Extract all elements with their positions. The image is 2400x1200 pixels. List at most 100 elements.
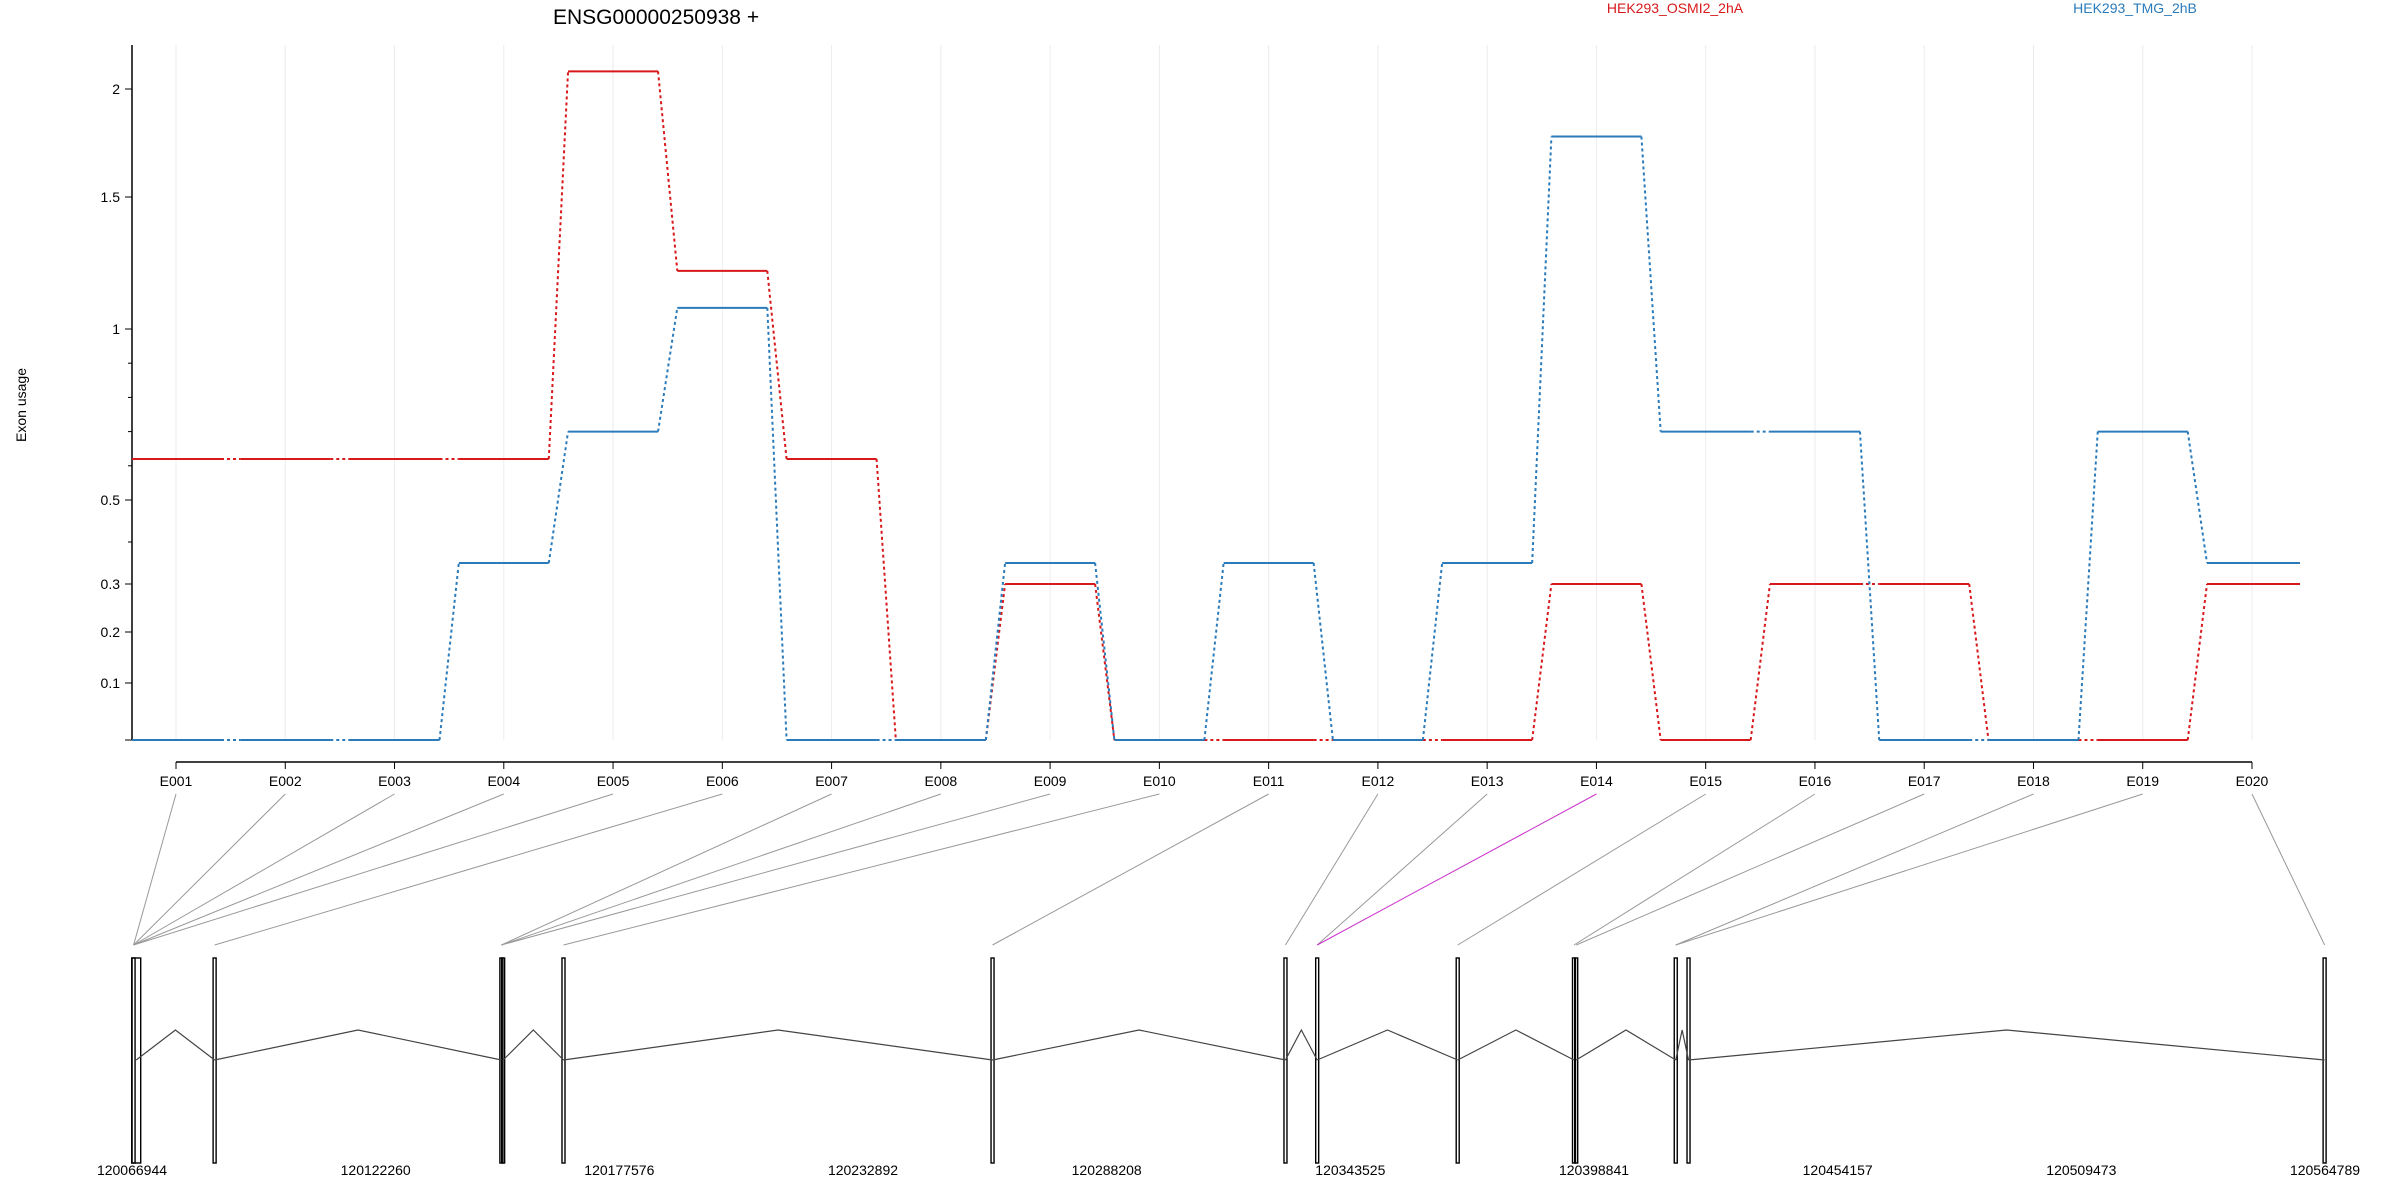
series-2-connector: [657, 307, 679, 432]
exon-box: [2322, 957, 2327, 1164]
y-axis-ticks: 2 1.5 1 0.5 0.3 0.2 0.1: [101, 81, 132, 741]
series-1-connector: [657, 71, 679, 272]
exon-box: [1571, 957, 1577, 1164]
x-tick-label: E020: [2236, 773, 2269, 789]
series-1-connector: [1968, 583, 1990, 741]
exon-connector-line: [1576, 793, 1925, 946]
exon-box: [1455, 957, 1460, 1164]
exon-connector-line: [133, 793, 177, 946]
x-tick-label: E010: [1143, 773, 1176, 789]
x-tick-label: E002: [269, 773, 302, 789]
x-tick-label: E004: [487, 773, 520, 789]
series-2-connector: [1421, 562, 1444, 741]
series-2-connector: [547, 431, 570, 564]
series-2-connector: [984, 562, 1007, 741]
exon-box: [1574, 957, 1579, 1164]
x-tick-label: E011: [1253, 773, 1285, 789]
series-1-connector: [547, 71, 570, 460]
exon-box: [212, 957, 217, 1164]
series-1-connector: [766, 270, 788, 460]
series-1-connector: [984, 583, 1007, 741]
genomic-coordinate-label: 120509473: [2046, 1162, 2116, 1178]
y-tick-label: 0.3: [101, 576, 121, 592]
x-tick-label: E015: [1689, 773, 1722, 789]
gene-model: [131, 957, 2327, 1164]
intron-arc: [1457, 1029, 1575, 1061]
intron-arc: [214, 1029, 502, 1061]
intron-arc: [502, 1029, 564, 1061]
intron-arc: [135, 1029, 215, 1061]
x-tick-label: E017: [1908, 773, 1941, 789]
series-2-connector: [1531, 136, 1553, 564]
intron-arc: [1316, 1029, 1458, 1061]
exon-connector-line: [133, 793, 286, 946]
legend-label-series-1: HEK293_OSMI2_2hA: [1607, 0, 1744, 16]
exon-connector-line: [501, 793, 942, 946]
series-1-connector: [1640, 583, 1662, 741]
exon-connector-line: [1285, 793, 1379, 946]
exon-box: [131, 957, 142, 1164]
series-1-connector: [875, 458, 897, 741]
x-tick-label: E014: [1580, 773, 1613, 789]
x-tick-label: E008: [924, 773, 957, 789]
series-2-connector: [2077, 431, 2099, 741]
x-tick-label: E005: [597, 773, 630, 789]
intron-arc: [1688, 1029, 2325, 1061]
exon-connector-line: [133, 793, 395, 946]
x-tick-label: E001: [160, 773, 193, 789]
y-tick-label: 1.5: [101, 189, 121, 205]
x-tick-label: E018: [2017, 773, 2050, 789]
intron-arc: [1675, 1029, 1690, 1061]
genomic-coordinate-label: 120288208: [1072, 1162, 1142, 1178]
exon-connector-line: [214, 793, 723, 946]
exon-connector-line: [563, 793, 1160, 946]
exon-box: [1686, 957, 1691, 1164]
series-1-connector: [1531, 583, 1553, 741]
series-2-connector: [1640, 136, 1662, 432]
exon-connector-line: [992, 793, 1269, 946]
genomic-coordinate-label: 120066944: [97, 1162, 167, 1178]
exon-connector-line: [133, 793, 614, 946]
intron-arc: [563, 1029, 993, 1061]
x-tick-label: E003: [378, 773, 411, 789]
legend-label-series-2: HEK293_TMG_2hB: [2073, 0, 2197, 16]
exon-box: [500, 957, 506, 1164]
exon-connector-line: [1457, 793, 1706, 946]
x-axis-ticks: E001 E002 E003 E004 E005 E006 E007 E008 E009 E010…: [160, 762, 2269, 789]
intron-arc: [1284, 1028, 1318, 1061]
exon-box: [561, 957, 566, 1164]
intron-arc: [992, 1029, 1286, 1061]
genomic-coordinate-label: 120343525: [1315, 1162, 1385, 1178]
y-tick-label: 0.5: [101, 492, 121, 508]
genomic-coordinate-label: 120454157: [1803, 1162, 1873, 1178]
series-2-connector: [438, 562, 460, 741]
genomic-coordinate-label: 120564789: [2290, 1162, 2360, 1178]
x-tick-label: E006: [706, 773, 739, 789]
series-1-connector: [1094, 583, 1116, 741]
exon-box: [1283, 957, 1288, 1164]
series-2-connector: [1203, 562, 1225, 741]
y-tick-label: 1: [112, 321, 120, 337]
series-1-connector: [2186, 583, 2208, 741]
exon-connector-line: [1675, 793, 2034, 946]
exon-box: [131, 957, 136, 1164]
genomic-axis: 120066944 120122260 120177576 120232892 1202…: [97, 1162, 2360, 1178]
genomic-coordinate-label: 120122260: [341, 1162, 411, 1178]
intron-arc: [1575, 1029, 1677, 1061]
exon-connector-line: [133, 793, 504, 946]
exon-box: [1673, 957, 1678, 1164]
x-tick-label: E019: [2126, 773, 2159, 789]
series-lines: [132, 70, 2300, 741]
series-2-connector: [2186, 431, 2208, 564]
x-tick-label: E012: [1362, 773, 1395, 789]
y-tick-label: 0.1: [101, 675, 121, 691]
x-tick-label: E009: [1034, 773, 1067, 789]
exon-box: [990, 957, 995, 1164]
x-tick-label: E016: [1799, 773, 1832, 789]
exon-connector-line: [1573, 793, 1816, 946]
series-1-connector: [1749, 583, 1771, 741]
axes: [131, 45, 2252, 763]
series-2-connector: [1858, 431, 1881, 741]
exon-connector-line: [501, 793, 1051, 946]
series-2-connector: [766, 307, 788, 741]
